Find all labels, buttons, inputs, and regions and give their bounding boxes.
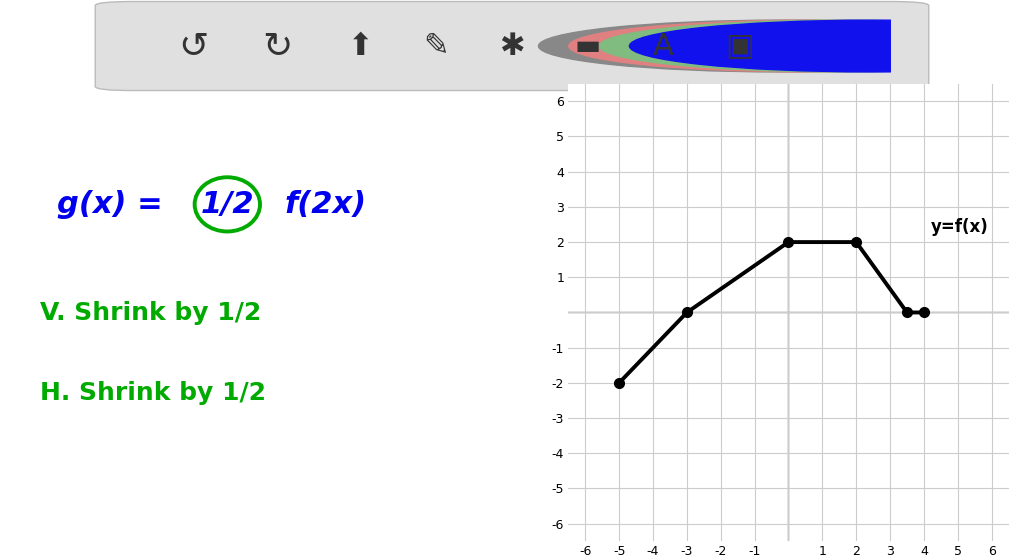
Text: g(x) =: g(x) = — [57, 190, 163, 219]
Text: ✱: ✱ — [500, 32, 524, 60]
Text: ▬: ▬ — [574, 32, 601, 60]
Text: V. Shrink by 1/2: V. Shrink by 1/2 — [40, 301, 261, 325]
Text: f(2x): f(2x) — [285, 190, 367, 219]
Text: ↻: ↻ — [262, 29, 292, 63]
Text: ✎: ✎ — [424, 32, 449, 60]
Text: ↺: ↺ — [178, 29, 209, 63]
Circle shape — [539, 20, 1024, 72]
Text: y=f(x): y=f(x) — [931, 218, 988, 235]
Text: ▣: ▣ — [725, 32, 754, 60]
Text: 1/2: 1/2 — [201, 190, 254, 219]
Text: ⬆: ⬆ — [348, 32, 373, 60]
Circle shape — [599, 20, 1024, 72]
Circle shape — [630, 20, 1024, 72]
FancyBboxPatch shape — [95, 2, 929, 90]
Text: A: A — [653, 32, 674, 60]
Text: H. Shrink by 1/2: H. Shrink by 1/2 — [40, 381, 266, 405]
Circle shape — [568, 20, 1024, 72]
